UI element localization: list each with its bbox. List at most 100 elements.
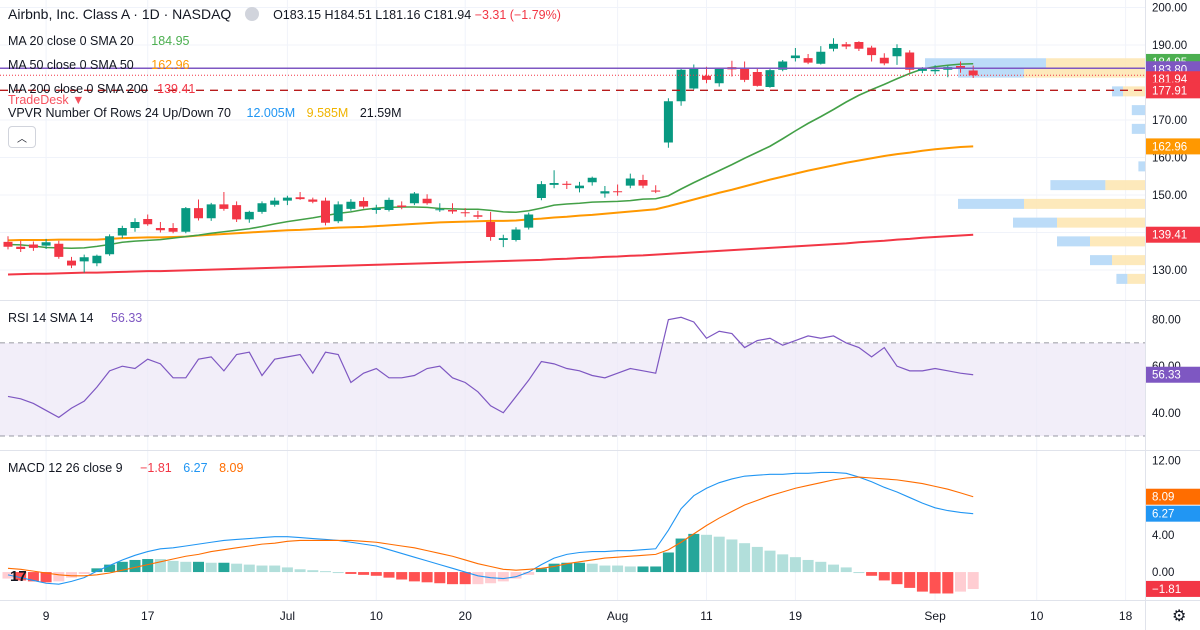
- rsi-tag-label: 56.33: [1152, 370, 1181, 382]
- candle-body: [790, 55, 800, 59]
- candle-body: [232, 205, 242, 220]
- price-tick-label: 130.00: [1152, 265, 1187, 277]
- vpvr-down-bar: [1105, 180, 1145, 191]
- candle-body: [803, 58, 813, 63]
- macd-hist-bar: [967, 572, 979, 590]
- gear-icon[interactable]: ⚙: [1172, 608, 1187, 625]
- candle-body: [54, 243, 64, 257]
- tradedesk-label[interactable]: TradeDesk ▼: [8, 93, 85, 107]
- time-axis-label: 11: [700, 609, 713, 623]
- macd-hist-bar: [129, 559, 141, 573]
- macd-hist-bar: [802, 559, 814, 573]
- candle-body: [346, 201, 356, 209]
- candle-body: [16, 246, 26, 249]
- candle-body: [524, 214, 534, 228]
- macd-hist-value: −1.81: [140, 461, 172, 475]
- price-tick-label: 150.00: [1152, 190, 1187, 202]
- macd-hist-bar: [53, 572, 65, 582]
- candle-body: [930, 69, 940, 72]
- macd-hist-bar: [167, 560, 179, 573]
- high-value: H184.51: [324, 8, 372, 22]
- macd-hist-bar: [459, 572, 471, 585]
- rsi-label: RSI 14 SMA 14: [8, 311, 94, 325]
- macd-signal-value: 8.09: [219, 461, 244, 475]
- macd-hist-bar: [739, 543, 751, 573]
- candle-body: [41, 242, 51, 246]
- candle-body: [778, 61, 788, 70]
- candle-body: [638, 180, 648, 186]
- rsi-line: [7, 316, 974, 419]
- time-axis-label: 10: [1030, 609, 1044, 623]
- macd-hist-bar: [231, 563, 243, 573]
- price-tag-bg: [1146, 226, 1200, 243]
- macd-hist-bar: [142, 559, 154, 573]
- macd-hist-bar: [91, 568, 103, 573]
- macd-hist-bar: [713, 536, 725, 573]
- macd-hist-bar: [586, 563, 598, 573]
- chevron-up-icon: ︿: [17, 133, 27, 145]
- symbol-title[interactable]: Airbnb, Inc. Class A · 1D · NASDAQ: [8, 6, 232, 22]
- candle-body: [3, 241, 13, 247]
- ma50-label: MA 50 close 0 SMA 50: [8, 58, 134, 72]
- candle-body: [917, 69, 927, 71]
- candle-body: [625, 178, 635, 186]
- candle-body: [702, 75, 711, 80]
- candle-body: [155, 228, 165, 231]
- candle-body: [181, 208, 191, 232]
- time-axis-label: Sep: [924, 609, 946, 623]
- vpvr-down-bar: [1024, 198, 1145, 209]
- time-axis-label: 19: [789, 609, 803, 623]
- time-axis-label: Aug: [607, 609, 628, 623]
- macd-hist-bar: [891, 572, 903, 585]
- macd-value: 6.27: [183, 461, 208, 475]
- collapse-legend-button[interactable]: ︿: [8, 126, 36, 148]
- price-tag-label: 177.91: [1152, 85, 1187, 97]
- macd-hist-bar: [662, 552, 674, 573]
- vpvr-legend[interactable]: VPVR Number Of Rows 24 Up/Down 70 12.005…: [8, 106, 402, 120]
- candle-body: [384, 199, 394, 210]
- candle-body: [829, 43, 838, 49]
- ma20-legend[interactable]: MA 20 close 0 SMA 20 184.95: [8, 34, 189, 48]
- macd-hist-bar: [789, 557, 801, 573]
- macd-hist-bar: [916, 572, 928, 592]
- price-tag-label: 162.96: [1152, 141, 1187, 153]
- candle-body: [511, 229, 521, 240]
- vpvr-up-bar: [1131, 123, 1145, 134]
- macd-legend[interactable]: MACD 12 26 close 9 −1.81 6.27 8.09: [8, 461, 243, 475]
- candle-body: [587, 177, 597, 183]
- macd-tag-label: 6.27: [1152, 509, 1174, 521]
- ma200-line: [7, 233, 974, 276]
- candle-body: [854, 42, 864, 49]
- macd-hist-bar: [320, 571, 331, 573]
- macd-hist-bar: [281, 567, 293, 573]
- macd-hist-bar: [777, 554, 789, 573]
- candle-body: [879, 57, 889, 64]
- ma200-legend[interactable]: MA 200 close 0 SMA 200 139.41: [8, 82, 195, 96]
- candle-body: [333, 204, 343, 222]
- candle-body: [816, 51, 826, 64]
- candle-body: [905, 52, 915, 70]
- rsi-tick-label: 80.00: [1152, 315, 1181, 327]
- macd-hist-bar: [294, 569, 306, 573]
- macd-hist-bar: [574, 562, 585, 573]
- macd-hist-bar: [307, 570, 319, 573]
- macd-hist-bar: [548, 563, 560, 573]
- candle-body: [740, 68, 750, 80]
- macd-hist-bar: [193, 561, 204, 573]
- tradingview-logo-icon[interactable]: 17: [10, 568, 27, 585]
- macd-hist-bar: [523, 572, 535, 575]
- rsi-legend[interactable]: RSI 14 SMA 14 56.33: [8, 311, 142, 325]
- time-axis-label: 18: [1119, 609, 1133, 623]
- vpvr-down: 9.585M: [306, 106, 349, 120]
- candle-body: [92, 255, 102, 264]
- ma50-legend[interactable]: MA 50 close 0 SMA 50 162.96: [8, 58, 189, 72]
- macd-hist-bar: [370, 572, 382, 576]
- candle-body: [105, 236, 115, 255]
- vpvr-down-bar: [1057, 217, 1145, 228]
- macd-hist-bar: [205, 562, 217, 573]
- macd-hist-bar: [78, 572, 90, 574]
- candle-body: [435, 209, 445, 211]
- eye-icon[interactable]: [245, 7, 260, 21]
- vpvr-up-bar: [1050, 180, 1106, 191]
